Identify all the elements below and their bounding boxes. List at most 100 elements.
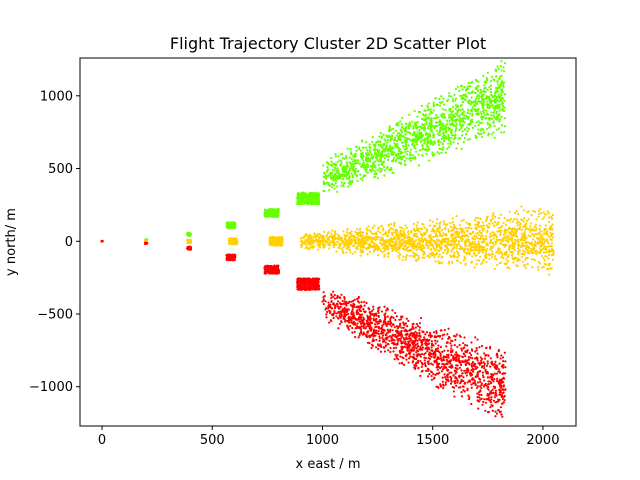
data-point: [478, 229, 481, 233]
data-point: [473, 266, 476, 269]
data-point: [397, 255, 400, 258]
data-point: [477, 97, 480, 100]
data-point: [412, 247, 416, 250]
data-point: [462, 97, 465, 100]
data-point: [480, 95, 484, 98]
data-point: [493, 234, 497, 237]
data-point: [317, 199, 320, 202]
data-point: [456, 259, 459, 262]
data-point: [421, 250, 424, 253]
data-point: [463, 86, 466, 89]
data-point: [415, 143, 419, 146]
data-point: [416, 115, 419, 118]
data-point: [433, 224, 436, 227]
data-point: [520, 255, 523, 259]
data-point: [516, 224, 519, 227]
data-point: [406, 250, 410, 253]
data-point: [362, 159, 365, 162]
data-point: [429, 121, 432, 124]
data-point: [377, 144, 380, 147]
data-point: [479, 110, 482, 114]
data-point: [450, 250, 453, 253]
data-point: [325, 177, 328, 180]
data-point: [509, 217, 512, 221]
data-point: [336, 185, 339, 188]
data-point: [440, 127, 443, 131]
data-point: [465, 95, 468, 98]
data-point: [497, 252, 500, 255]
data-point: [390, 128, 393, 131]
data-point: [359, 177, 362, 180]
data-point: [463, 235, 467, 238]
data-point: [458, 115, 461, 118]
data-point: [540, 236, 543, 240]
data-point: [465, 126, 469, 129]
data-point: [329, 174, 332, 177]
data-point: [452, 223, 456, 226]
data-point: [366, 238, 369, 241]
data-point: [469, 241, 472, 245]
data-point: [327, 168, 330, 171]
data-point: [413, 253, 417, 256]
data-point: [408, 157, 411, 160]
data-point: [383, 174, 386, 177]
data-point: [274, 239, 277, 242]
data-point: [471, 246, 474, 249]
data-point: [360, 236, 363, 239]
data-point: [340, 160, 343, 163]
data-point: [544, 224, 548, 227]
data-point: [392, 139, 396, 142]
data-point: [332, 184, 336, 187]
data-point: [310, 236, 313, 239]
data-point: [428, 234, 431, 237]
data-point: [404, 145, 408, 148]
data-point: [390, 168, 393, 171]
data-point: [503, 93, 506, 96]
data-point: [466, 116, 470, 119]
data-point: [498, 84, 501, 87]
data-point: [485, 216, 489, 219]
data-point: [469, 103, 472, 106]
data-point: [482, 102, 485, 105]
data-point: [468, 85, 471, 88]
data-point: [417, 237, 420, 240]
data-point: [368, 153, 371, 157]
data-point: [342, 185, 345, 188]
data-point: [520, 205, 523, 208]
data-point: [511, 246, 514, 250]
data-point: [476, 216, 480, 220]
data-point: [518, 248, 521, 252]
data-point: [442, 140, 446, 143]
data-point: [404, 258, 407, 261]
data-point: [392, 228, 395, 231]
data-point: [538, 224, 541, 227]
data-point: [379, 231, 382, 234]
data-point: [316, 248, 320, 251]
data-point: [234, 242, 238, 245]
data-point: [340, 184, 343, 187]
data-point: [366, 153, 369, 157]
data-point: [509, 238, 512, 241]
data-point: [265, 265, 268, 268]
data-point: [454, 130, 457, 133]
data-point: [343, 244, 346, 248]
data-point: [336, 240, 339, 243]
data-point: [545, 238, 548, 241]
data-point: [387, 152, 390, 155]
data-point: [394, 247, 397, 250]
data-point: [485, 79, 488, 82]
data-point: [501, 90, 504, 94]
data-point: [446, 243, 449, 247]
data-point: [370, 238, 373, 241]
data-point: [396, 134, 399, 137]
data-point: [299, 237, 303, 240]
data-point: [356, 161, 359, 165]
data-point: [342, 183, 345, 186]
data-point: [502, 221, 505, 225]
data-point: [450, 136, 453, 140]
data-point: [405, 143, 408, 146]
data-point: [370, 240, 373, 244]
data-point: [384, 245, 387, 249]
data-point: [377, 163, 380, 167]
